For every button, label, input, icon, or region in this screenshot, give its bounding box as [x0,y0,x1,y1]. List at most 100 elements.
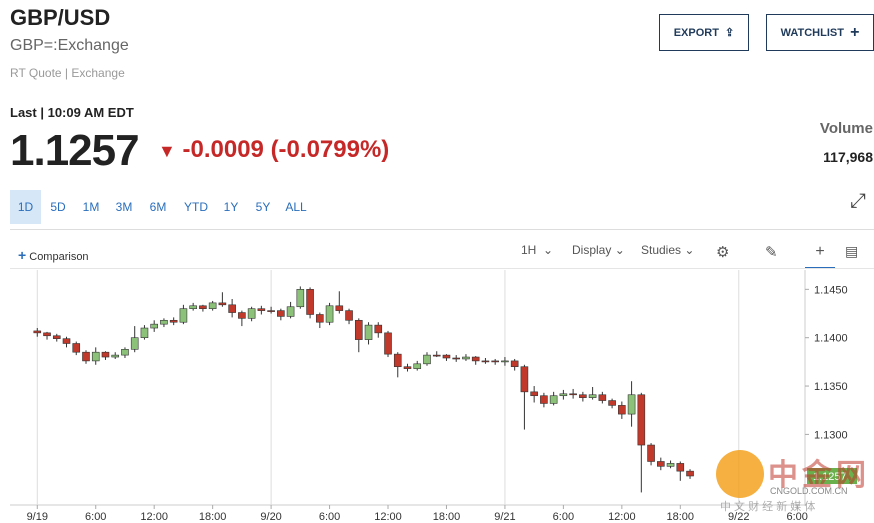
watermark-site: CNGOLD.COM.CN [770,486,848,496]
candle-body [316,314,324,323]
range-tab[interactable]: YTD [184,200,208,214]
candle-body [111,354,120,358]
candle-body [286,306,295,317]
candle-body [72,343,81,353]
candle-body [179,308,188,323]
watchlist-label: WATCHLIST [780,26,844,39]
candle-body [364,324,373,340]
candle-body [549,395,558,404]
candle-body [618,405,626,415]
studies-button[interactable]: Studies ⌄ [641,243,695,257]
candle-body [62,338,71,344]
export-label: EXPORT [673,26,719,39]
quote-type: RT Quote | Exchange [10,66,125,80]
range-tab[interactable]: 5D [50,200,66,214]
candle-body [676,463,685,472]
candle-body [442,354,451,359]
candle-body [82,351,90,362]
candle-body [413,363,422,369]
comment-button[interactable]: ▤ [845,243,859,259]
crosshair-button[interactable]: + [805,243,835,269]
range-tab[interactable]: 5Y [255,200,271,214]
x-tick-label: 12:00 [140,511,168,523]
candle-body [588,394,597,398]
range-tab[interactable]: 6M [149,200,167,214]
candle-body [335,305,344,311]
x-tick-label: 6:00 [319,511,340,523]
y-tick-label: 1.1450 [814,284,848,296]
candle-body [608,400,616,406]
candle-body [277,310,285,317]
x-tick-label: 18:00 [667,511,695,523]
divider [10,229,874,230]
export-button[interactable]: EXPORT ⇪ [659,14,749,51]
candle-body [189,305,197,309]
candle-body [52,335,61,339]
candle-body [140,327,149,338]
range-tab[interactable]: 3M [115,200,133,214]
change-value: -0.0009 (-0.0799%) [182,136,390,163]
y-tick-label: 1.1350 [814,381,848,393]
candle-body [530,391,538,397]
settings-button[interactable]: ⚙ [716,244,730,261]
candle-body [247,308,256,319]
price-change: ▼ -0.0009 (-0.0799%) [158,136,390,163]
candle-body [423,354,431,365]
candle-body [296,289,305,308]
watermark-logo [716,450,764,498]
interval-label: 1H [521,243,537,257]
candle-body [520,366,529,393]
candle-body [491,360,499,363]
candle-body [267,310,275,312]
expand-icon[interactable]: ⤢ [850,190,866,212]
last-price: 1.1257 [10,126,140,175]
x-tick-label: 9/21 [494,511,515,523]
candle-body [657,461,665,467]
volume-label: Volume [819,120,873,137]
candle-body [257,308,266,311]
candle-body [598,394,607,401]
candle-body [150,323,158,329]
range-tab[interactable]: ALL [285,200,307,214]
candle-body [471,356,480,362]
candle-body [432,354,441,357]
candle-body [374,324,383,334]
candle-body [43,332,51,337]
range-tab[interactable]: 1M [82,200,100,214]
range-tab[interactable]: 1Y [223,200,239,214]
candle-body [218,302,227,306]
candle-body [462,356,470,360]
x-tick-label: 12:00 [608,511,636,523]
watermark-slogan: 中 文 财 经 新 媒 体 [720,501,816,513]
candle-body [130,337,139,350]
x-tick-label: 6:00 [553,511,574,523]
candle-body [121,349,129,356]
candle-body [306,289,314,315]
candle-body [208,302,217,309]
x-tick-label: 18:00 [199,511,227,523]
candle-body [501,360,509,363]
candle-body [325,305,334,323]
candle-body [345,310,353,321]
range-tab[interactable]: 1D [10,190,41,224]
x-tick-label: 18:00 [433,511,461,523]
candle-body [228,304,236,313]
candle-body [452,357,461,360]
interval-button[interactable]: 1H ⌄ [521,243,554,257]
comparison-button[interactable]: + Comparison [18,247,89,263]
candle-body [579,394,587,398]
candle-body [559,393,568,397]
y-tick-label: 1.1400 [814,333,848,345]
candle-body [647,444,655,462]
display-button[interactable]: Display ⌄ [572,243,625,257]
draw-button[interactable]: ✎ [765,244,778,261]
candle-body [510,360,519,368]
candle-body [393,353,402,368]
candle-body [637,394,646,446]
watermark-name: 中金网 [768,459,870,492]
watchlist-button[interactable]: WATCHLIST + [766,14,874,51]
candle-body [101,351,110,358]
candle-body [238,312,246,319]
